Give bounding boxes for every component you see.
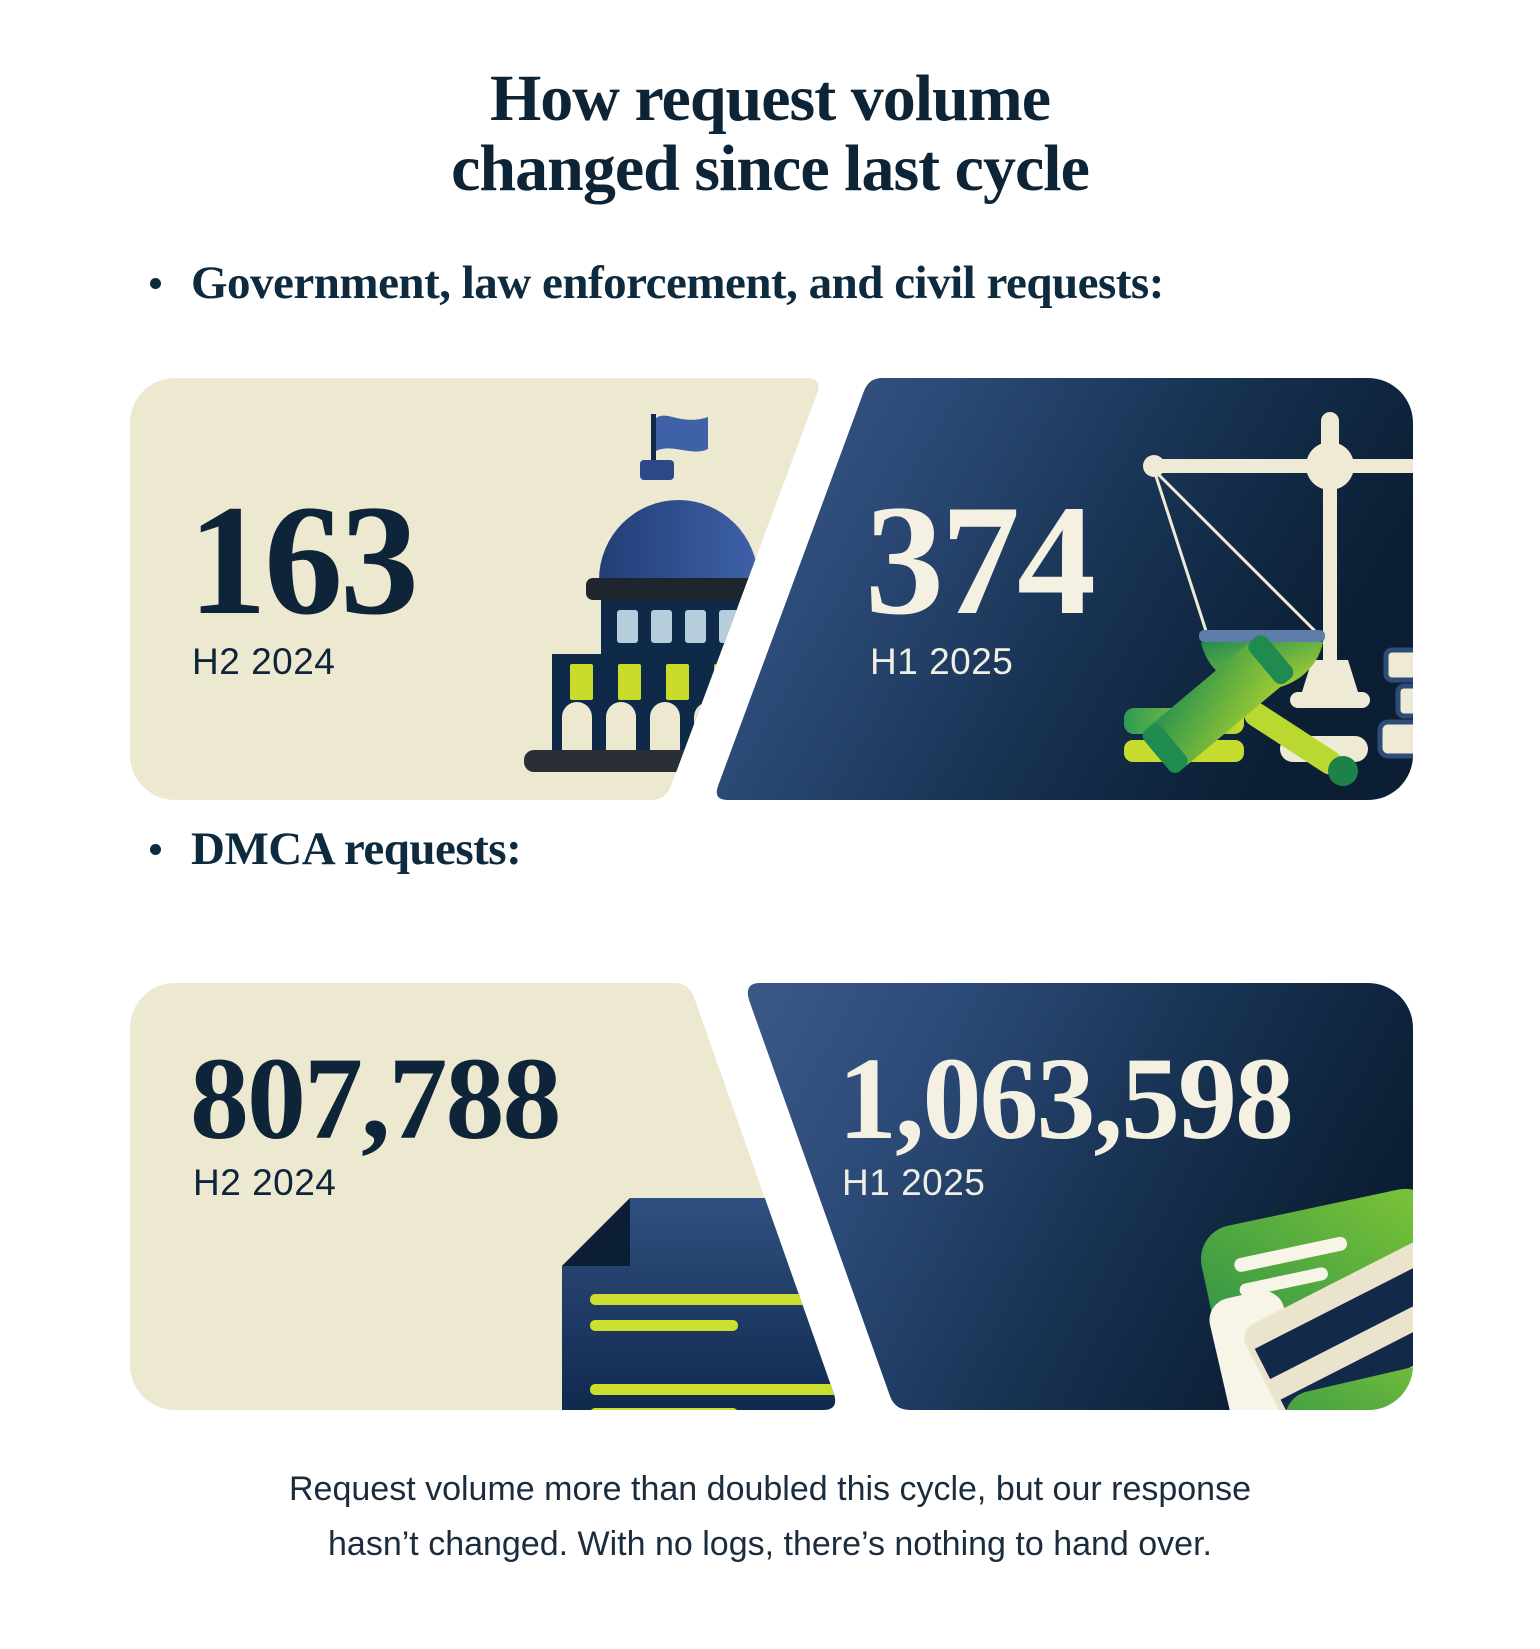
gov-h1-2025-period: H1 2025 [870,641,1014,682]
bullet-dot-icon [150,277,161,289]
dmca-h1-2025-value: 1,063,598 [838,1033,1294,1164]
flag-icon [656,415,708,452]
dmca-h2-2024-value: 807,788 [190,1033,561,1164]
books-stack-icon [1377,647,1413,759]
section-dmca-heading: DMCA requests: [150,822,522,876]
footer-note-line2: hasn’t changed. With no logs, there’s no… [328,1525,1212,1564]
dmca-h1-2025-period: H1 2025 [842,1162,986,1203]
dmca-h2-2024-period: H2 2024 [193,1162,337,1203]
section-gov-label: Government, law enforcement, and civil r… [191,257,1164,309]
footer-note: Request volume more than doubled this cy… [0,1462,1540,1572]
gov-h1-2025-value: 374 [865,473,1096,648]
page-title-line1: How request volume [489,62,1051,135]
footer-note-line1: Request volume more than doubled this cy… [289,1470,1251,1508]
section-gov-heading: Government, law enforcement, and civil r… [150,256,1164,310]
section-dmca-label: DMCA requests: [191,823,522,875]
books-icon [1200,1188,1413,1410]
gavel-icon [1124,635,1368,786]
page-title-line2: changed since last cycle [451,131,1090,205]
page-title: How request volume changed since last cy… [0,64,1540,204]
bullet-dot-icon [150,843,161,855]
gov-h2-2024-value: 163 [188,473,419,648]
gov-h2-2024-period: H2 2024 [192,641,336,682]
